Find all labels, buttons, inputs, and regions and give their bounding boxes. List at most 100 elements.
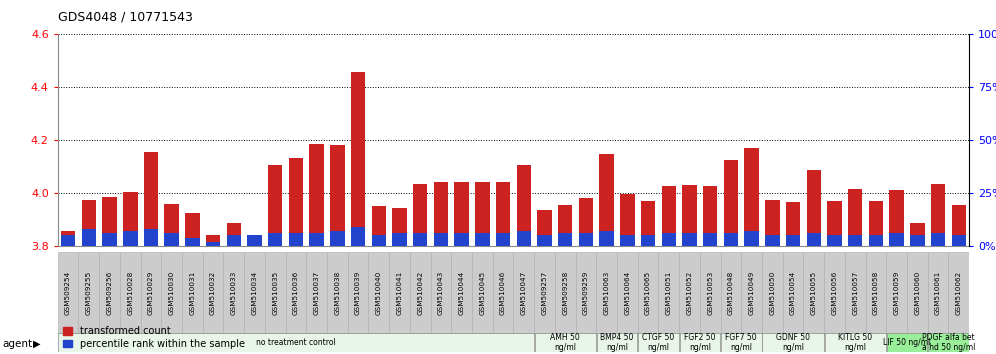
Bar (164, 233, 179, 246)
Text: GSM510038: GSM510038 (335, 271, 341, 315)
Text: GSM510060: GSM510060 (914, 271, 920, 315)
Bar (848, 189, 863, 246)
Bar (682, 233, 697, 246)
Text: GSM510061: GSM510061 (935, 271, 941, 315)
Bar (534, 252, 555, 335)
Text: GSM510049: GSM510049 (749, 271, 755, 315)
Text: CTGF 50
ng/ml: CTGF 50 ng/ml (642, 333, 674, 352)
Text: GSM510039: GSM510039 (356, 271, 362, 315)
Text: GSM510041: GSM510041 (396, 271, 402, 315)
Bar (679, 333, 720, 352)
Bar (100, 252, 120, 335)
Text: GSM510047: GSM510047 (521, 271, 527, 315)
Text: GSM510057: GSM510057 (853, 271, 859, 315)
Text: GSM510065: GSM510065 (645, 271, 651, 315)
Bar (289, 233, 303, 246)
Bar (807, 233, 821, 246)
Bar (61, 232, 76, 246)
Bar (206, 242, 220, 246)
Text: LIF 50 ng/ml: LIF 50 ng/ml (883, 338, 930, 347)
Bar (223, 252, 244, 335)
Bar (103, 197, 117, 246)
Bar (597, 333, 637, 352)
Bar (783, 252, 804, 335)
Bar (226, 223, 241, 246)
Bar (576, 252, 597, 335)
Text: FGF2 50
ng/ml: FGF2 50 ng/ml (684, 333, 715, 352)
Bar (247, 235, 262, 246)
Legend: transformed count, percentile rank within the sample: transformed count, percentile rank withi… (63, 326, 245, 349)
Bar (638, 333, 678, 352)
Text: GSM509258: GSM509258 (562, 271, 569, 315)
Text: GSM510030: GSM510030 (168, 271, 174, 315)
Bar (327, 252, 348, 335)
Text: GSM509256: GSM509256 (107, 271, 113, 315)
Bar (721, 333, 762, 352)
Text: GSM510055: GSM510055 (811, 271, 817, 315)
Bar (454, 233, 469, 246)
Bar (762, 252, 783, 335)
Bar (389, 252, 410, 335)
Bar (514, 252, 534, 335)
Bar (927, 252, 948, 335)
Bar (931, 233, 945, 246)
Text: GSM510036: GSM510036 (293, 271, 299, 315)
Bar (889, 190, 903, 246)
Text: GSM510059: GSM510059 (893, 271, 899, 315)
Bar (907, 252, 927, 335)
Bar (120, 252, 140, 335)
Bar (268, 165, 283, 246)
Bar (330, 145, 345, 246)
Text: GDNF 50
ng/ml: GDNF 50 ng/ml (776, 333, 810, 352)
Bar (786, 235, 801, 246)
Bar (744, 148, 759, 246)
Bar (828, 201, 842, 246)
Bar (886, 252, 907, 335)
Bar (517, 231, 531, 246)
Bar (825, 333, 885, 352)
Bar (637, 252, 658, 335)
Bar (558, 233, 573, 246)
Text: GSM510042: GSM510042 (417, 271, 423, 315)
Bar (579, 198, 594, 246)
Bar (869, 235, 883, 246)
Bar (58, 333, 534, 352)
Bar (558, 205, 573, 246)
Bar (951, 235, 966, 246)
Bar (703, 233, 717, 246)
Bar (617, 252, 637, 335)
Bar (369, 252, 389, 335)
Text: GSM509259: GSM509259 (583, 271, 589, 315)
Bar (124, 192, 137, 246)
Bar (700, 252, 720, 335)
Bar (413, 233, 427, 246)
Text: GSM509254: GSM509254 (65, 271, 71, 315)
Bar (289, 158, 303, 246)
Bar (451, 252, 472, 335)
Text: GSM510037: GSM510037 (314, 271, 320, 315)
Bar (640, 235, 655, 246)
Bar (82, 200, 96, 246)
Bar (682, 185, 697, 246)
Text: GSM510040: GSM510040 (375, 271, 381, 315)
Text: BMP4 50
ng/ml: BMP4 50 ng/ml (601, 333, 633, 352)
Bar (720, 252, 741, 335)
Bar (410, 252, 430, 335)
Bar (475, 182, 490, 246)
Bar (765, 235, 780, 246)
Bar (244, 252, 265, 335)
Text: GSM510052: GSM510052 (686, 271, 692, 315)
Bar (82, 229, 96, 246)
Bar (143, 152, 158, 246)
Bar (928, 333, 969, 352)
Bar (640, 201, 655, 246)
Text: GSM510058: GSM510058 (872, 271, 878, 315)
Bar (79, 252, 100, 335)
Text: PDGF alfa bet
a hd 50 ng/ml: PDGF alfa bet a hd 50 ng/ml (921, 333, 975, 352)
Bar (845, 252, 866, 335)
Bar (433, 233, 448, 246)
Text: GSM510032: GSM510032 (210, 271, 216, 315)
Bar (348, 252, 369, 335)
Bar (869, 201, 883, 246)
Bar (910, 223, 924, 246)
